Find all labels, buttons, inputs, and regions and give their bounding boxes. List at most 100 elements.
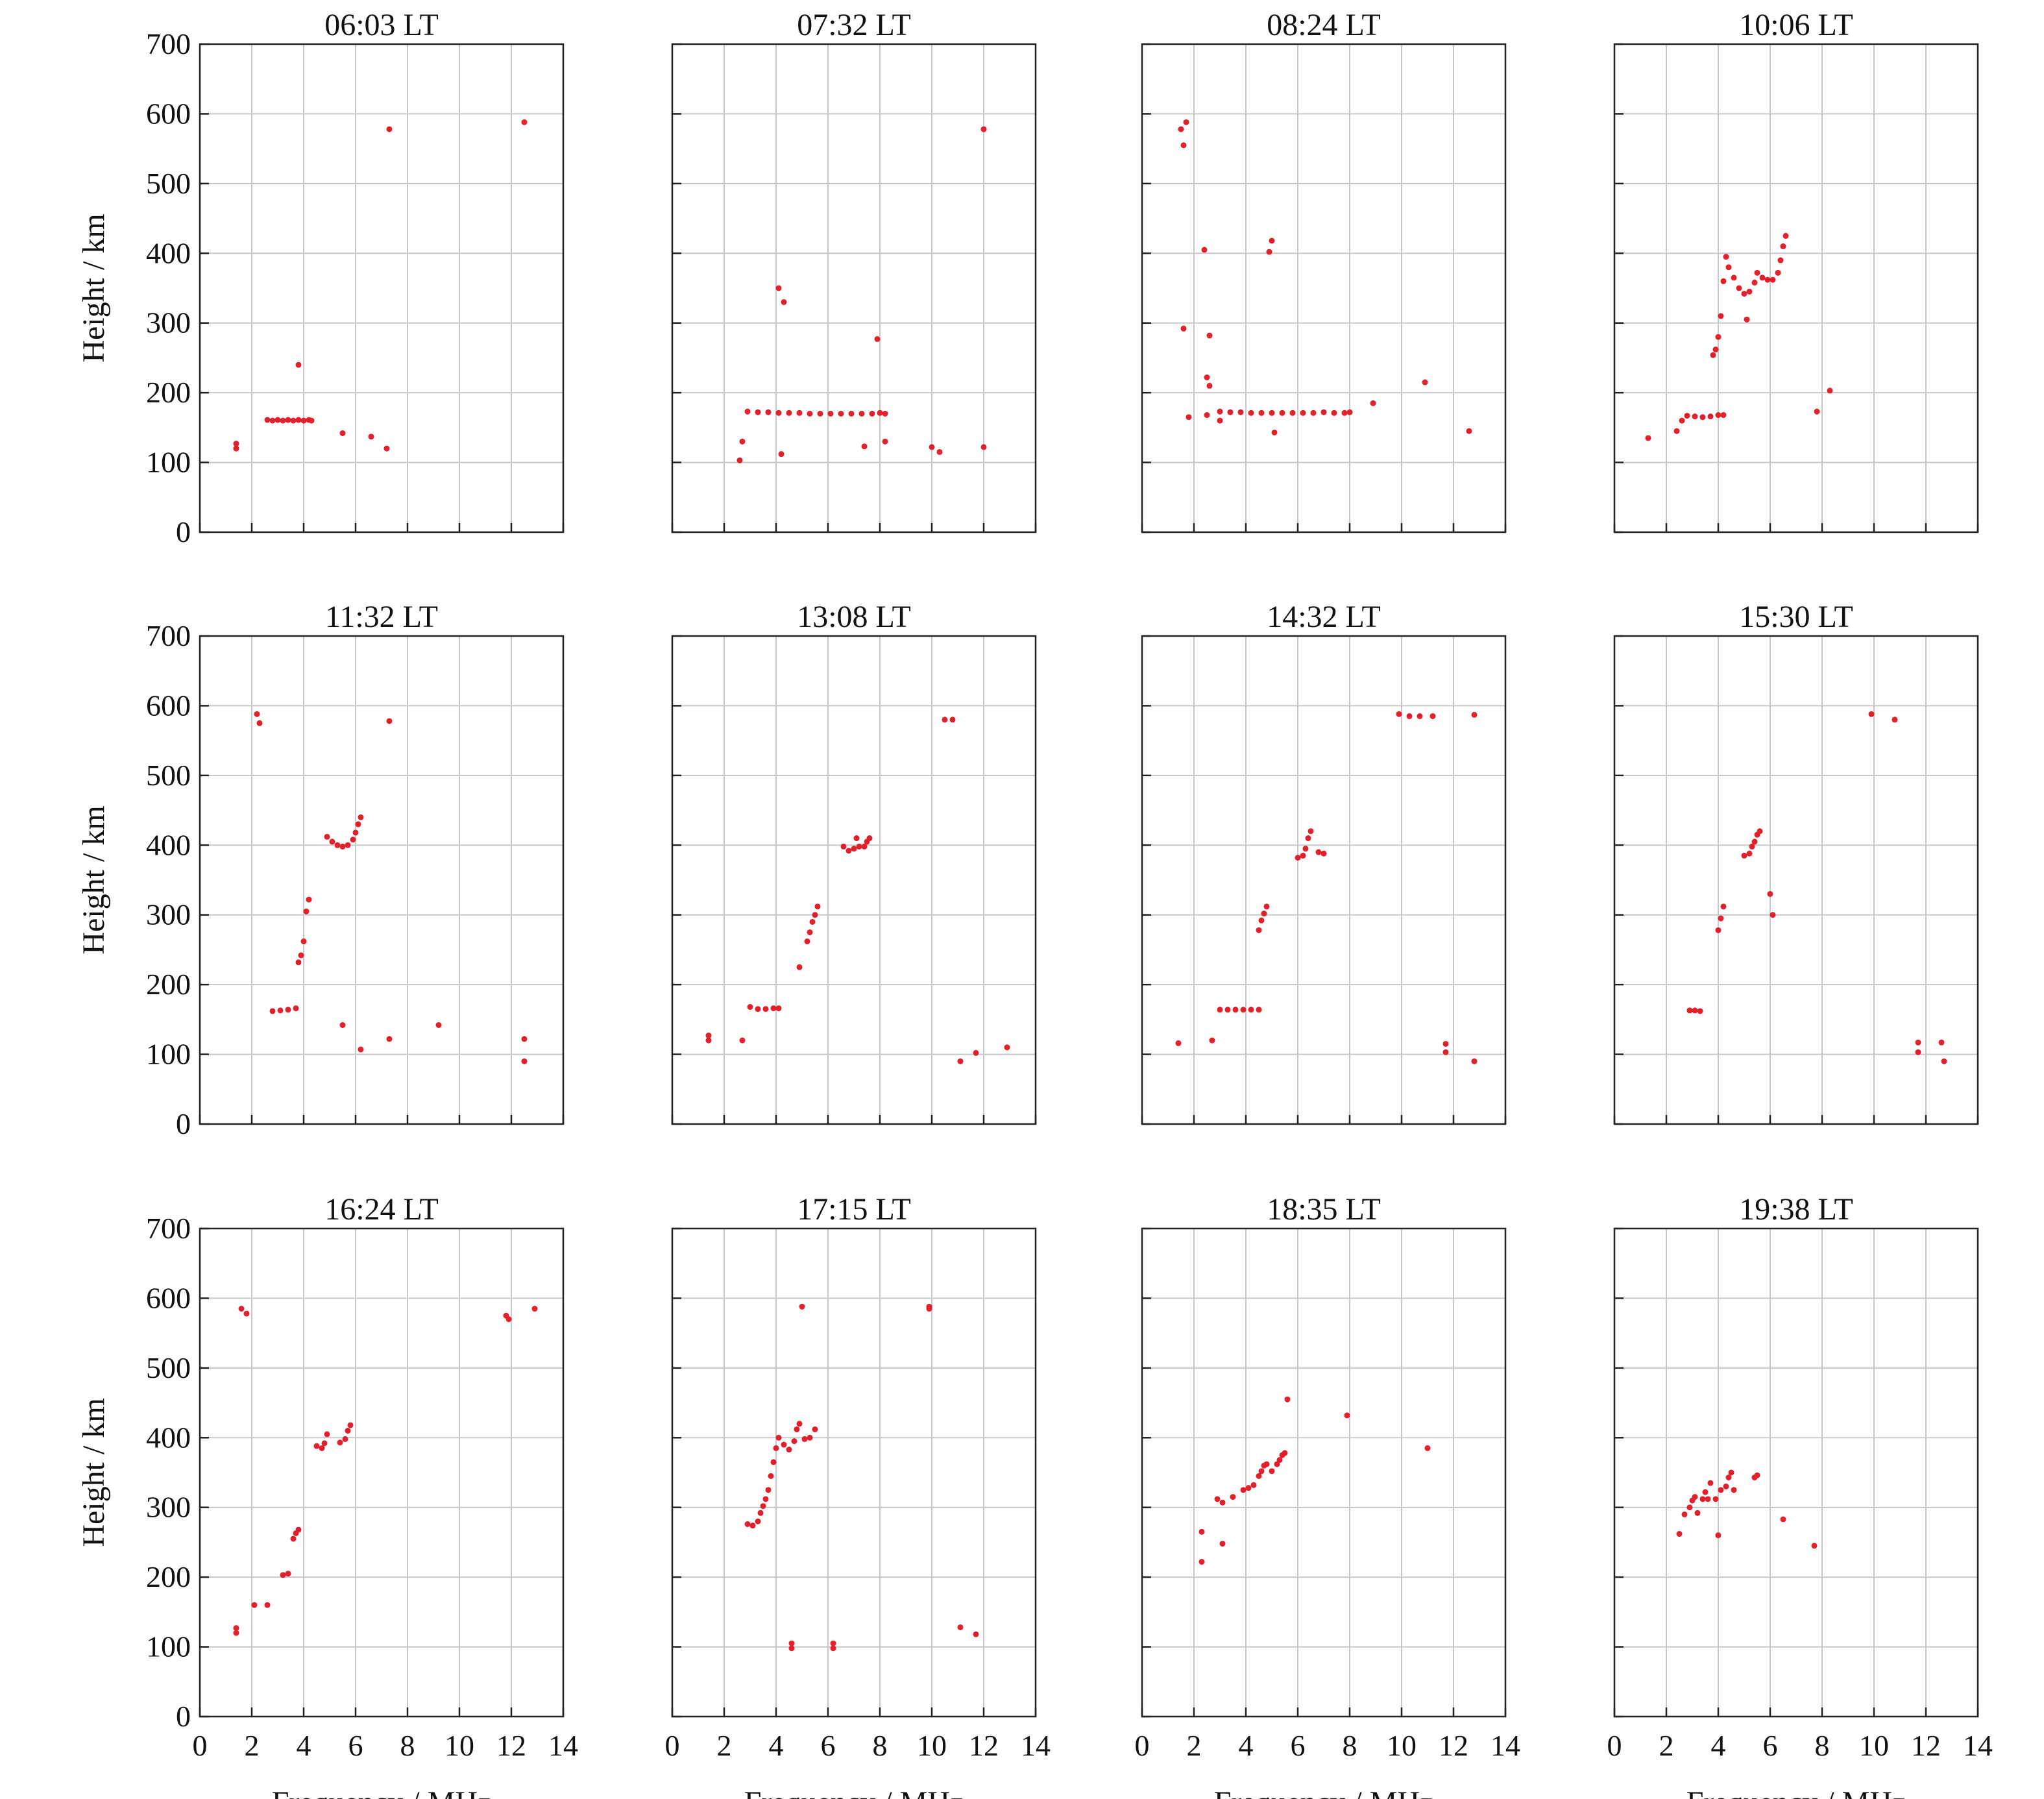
data-point: [1731, 275, 1737, 281]
data-point: [1697, 1008, 1703, 1014]
data-point: [1775, 269, 1781, 276]
panel-title: 06:03 LT: [324, 8, 439, 42]
data-point: [801, 1436, 808, 1442]
data-point: [295, 959, 302, 966]
y-axis-label: Height / km: [77, 805, 111, 954]
data-point: [1731, 1487, 1737, 1493]
x-axis-label: Frequency / MHz: [272, 1785, 492, 1799]
data-point: [957, 1624, 964, 1630]
data-point: [1180, 142, 1187, 149]
data-point: [358, 1046, 364, 1053]
data-point: [1186, 414, 1192, 421]
data-point: [736, 457, 743, 463]
data-point: [1746, 288, 1753, 295]
x-tick-label: 2: [245, 1729, 260, 1762]
series-points: [254, 711, 528, 1064]
data-point: [298, 952, 304, 959]
data-point: [1341, 410, 1348, 416]
data-point: [1782, 232, 1789, 239]
data-point: [1442, 1049, 1449, 1055]
x-tick-label: 12: [1439, 1729, 1468, 1762]
data-point: [1230, 1494, 1236, 1500]
plot-frame: [1613, 1227, 1979, 1718]
data-point: [796, 410, 803, 416]
data-point: [1276, 1457, 1283, 1463]
data-point: [350, 837, 356, 843]
data-point: [334, 842, 341, 848]
panel-title: 18:35 LT: [1267, 1192, 1381, 1227]
data-point: [786, 410, 792, 416]
panel-title: 15:30 LT: [1739, 600, 1853, 634]
plot-frame: [1141, 43, 1507, 533]
data-point: [1741, 852, 1747, 859]
data-point: [807, 410, 813, 417]
data-point: [856, 843, 862, 850]
data-point: [762, 1496, 769, 1502]
data-point: [1471, 1058, 1478, 1064]
data-point: [1206, 382, 1213, 389]
data-point: [1746, 850, 1753, 857]
data-point: [329, 838, 335, 845]
data-point: [755, 1006, 761, 1012]
data-point: [1217, 1007, 1223, 1013]
data-point: [337, 1439, 343, 1446]
y-tick-label: 300: [146, 898, 191, 931]
data-point: [781, 1441, 787, 1448]
data-point: [300, 417, 307, 424]
data-point: [858, 410, 865, 417]
data-point: [807, 1434, 813, 1441]
data-point: [1263, 1461, 1270, 1467]
y-tick-label: 100: [146, 1630, 191, 1663]
y-tick-label: 500: [146, 759, 191, 792]
data-point: [1712, 1496, 1719, 1502]
panel-6: 13:08 LT: [671, 600, 1037, 1125]
plot-frame: [199, 1227, 565, 1718]
data-point: [1777, 257, 1784, 263]
data-point: [1720, 903, 1727, 910]
data-point: [521, 1036, 528, 1042]
data-point: [827, 410, 834, 417]
data-point: [1715, 412, 1722, 419]
plot-frame: [199, 43, 565, 533]
data-point: [1718, 915, 1724, 922]
data-point: [861, 443, 868, 450]
x-tick-label: 8: [400, 1729, 415, 1762]
data-point: [1814, 408, 1820, 415]
data-point: [254, 711, 260, 717]
data-point: [1705, 1496, 1711, 1502]
data-point: [1915, 1039, 1921, 1046]
data-point: [285, 417, 291, 423]
panel-title: 08:24 LT: [1267, 8, 1381, 42]
data-point: [1256, 1473, 1262, 1479]
x-tick-label: 14: [1021, 1729, 1051, 1762]
data-point: [1300, 852, 1306, 859]
data-point: [757, 1510, 764, 1516]
data-point: [796, 964, 803, 970]
data-point: [1811, 1543, 1818, 1549]
data-point: [1240, 1487, 1247, 1493]
data-point: [1754, 1472, 1760, 1478]
data-point: [303, 908, 310, 914]
data-point: [1715, 927, 1722, 933]
panel-title: 11:32 LT: [325, 600, 438, 634]
x-tick-label: 6: [1763, 1729, 1778, 1762]
data-point: [980, 444, 987, 450]
y-tick-label: 700: [146, 1212, 191, 1245]
data-point: [1269, 410, 1275, 416]
x-axis-label: Frequency / MHz: [744, 1785, 964, 1799]
data-point: [749, 1523, 756, 1529]
data-point: [1723, 254, 1729, 260]
data-point: [788, 1645, 795, 1652]
data-point: [866, 835, 873, 842]
data-point: [285, 1571, 291, 1577]
x-axis-label: Frequency / MHz: [1686, 1785, 1906, 1799]
data-point: [1204, 412, 1210, 419]
data-point: [812, 912, 818, 918]
data-point: [762, 1006, 769, 1012]
data-point: [1282, 1450, 1288, 1456]
y-tick-label: 500: [146, 167, 191, 200]
data-point: [1204, 374, 1210, 381]
data-point: [342, 1436, 348, 1442]
